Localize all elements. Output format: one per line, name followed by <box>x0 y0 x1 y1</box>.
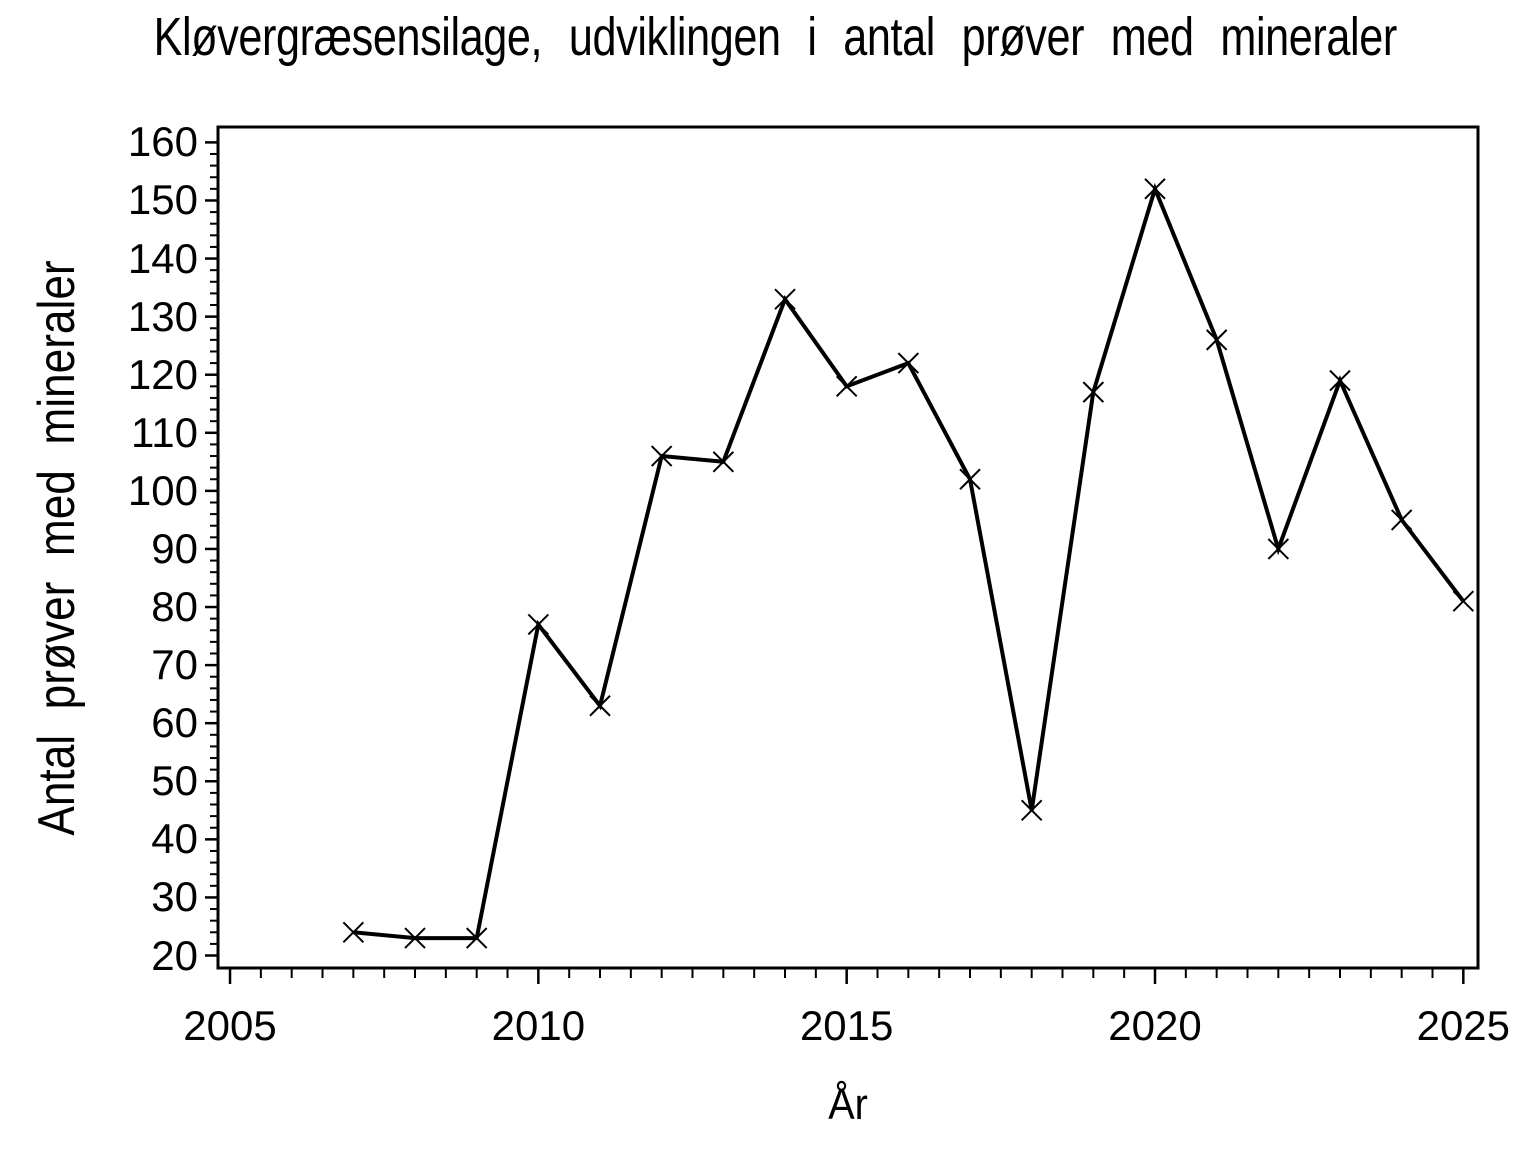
data-point-marker <box>650 445 673 467</box>
x-tick-label: 2020 <box>1108 1002 1202 1049</box>
y-tick-label: 130 <box>127 292 198 340</box>
data-point-marker <box>1452 590 1475 612</box>
x-tick-label: 2015 <box>799 1002 894 1049</box>
y-axis-title: Antal prøver med mineraler <box>28 260 86 836</box>
data-point-marker <box>712 451 735 473</box>
data-point-marker <box>959 468 981 490</box>
y-tick-label: 70 <box>151 641 198 689</box>
y-tick-label: 120 <box>127 350 198 398</box>
data-point-marker <box>1267 538 1290 560</box>
data-line <box>353 182 1465 941</box>
data-point-marker <box>1205 329 1228 351</box>
data-point-marker <box>465 927 488 949</box>
data-point-marker <box>1144 178 1166 200</box>
data-point-marker <box>835 375 858 398</box>
data-point-marker <box>527 613 550 636</box>
x-tick-label: 2010 <box>491 1002 586 1049</box>
data-point-marker <box>589 695 611 717</box>
y-tick-label: 90 <box>151 524 198 572</box>
plot-frame <box>216 125 1480 970</box>
x-tick-label: 2005 <box>183 1002 277 1049</box>
y-tick-label: 140 <box>127 234 198 282</box>
data-point-marker <box>404 927 426 949</box>
chart-title: Kløvergræsensilage, udviklingen i antal … <box>153 7 1398 67</box>
y-tick-label: 80 <box>151 583 198 631</box>
data-point-marker <box>1329 369 1351 392</box>
data-point-marker <box>1082 381 1105 403</box>
data-point-marker <box>1020 799 1043 822</box>
data-point-marker <box>1390 509 1413 531</box>
y-tick-label: 160 <box>127 118 198 166</box>
y-tick-label: 150 <box>127 176 198 224</box>
data-point-marker <box>342 921 365 943</box>
y-tick-label: 60 <box>151 699 198 747</box>
x-axis-title: År <box>828 1080 868 1129</box>
y-tick-label: 50 <box>151 757 198 805</box>
y-tick-label: 100 <box>127 466 198 514</box>
y-tick-label: 30 <box>151 873 198 921</box>
x-tick-label: 2025 <box>1416 1002 1511 1049</box>
data-point-marker <box>897 352 920 374</box>
y-tick-label: 20 <box>151 931 198 979</box>
data-point-marker <box>774 288 796 310</box>
y-tick-label: 40 <box>151 815 198 863</box>
y-tick-label: 110 <box>131 408 198 456</box>
